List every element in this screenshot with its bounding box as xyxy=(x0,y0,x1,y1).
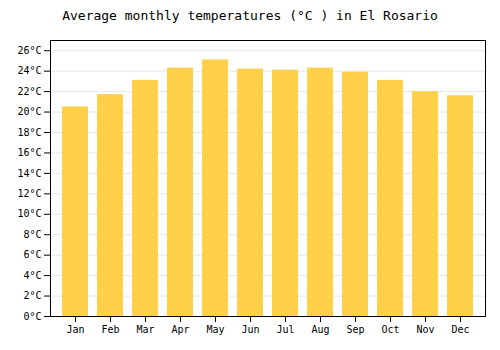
svg-text:Jun: Jun xyxy=(241,324,259,335)
svg-text:10°C: 10°C xyxy=(17,208,41,219)
svg-text:Sep: Sep xyxy=(346,324,364,335)
svg-text:14°C: 14°C xyxy=(17,168,41,179)
svg-text:6°C: 6°C xyxy=(23,249,41,260)
svg-text:Dec: Dec xyxy=(451,324,469,335)
svg-text:8°C: 8°C xyxy=(23,229,41,240)
svg-text:24°C: 24°C xyxy=(17,65,41,76)
svg-text:22°C: 22°C xyxy=(17,86,41,97)
svg-text:20°C: 20°C xyxy=(17,106,41,117)
svg-text:4°C: 4°C xyxy=(23,270,41,281)
svg-text:0°C: 0°C xyxy=(23,311,41,322)
svg-text:26°C: 26°C xyxy=(17,45,41,56)
svg-text:2°C: 2°C xyxy=(23,290,41,301)
svg-text:Jul: Jul xyxy=(276,324,294,335)
svg-text:12°C: 12°C xyxy=(17,188,41,199)
svg-text:16°C: 16°C xyxy=(17,147,41,158)
svg-text:18°C: 18°C xyxy=(17,127,41,138)
svg-text:Mar: Mar xyxy=(136,324,154,335)
svg-text:Oct: Oct xyxy=(381,324,399,335)
svg-text:Aug: Aug xyxy=(311,324,329,335)
svg-text:May: May xyxy=(206,324,224,335)
svg-text:Nov: Nov xyxy=(416,324,434,335)
svg-text:Jan: Jan xyxy=(66,324,84,335)
svg-text:Feb: Feb xyxy=(101,324,119,335)
html-text:Average monthly temperatures (: Average monthly temperatures (°C ) in El… xyxy=(62,8,438,23)
svg-text:Apr: Apr xyxy=(171,324,189,335)
